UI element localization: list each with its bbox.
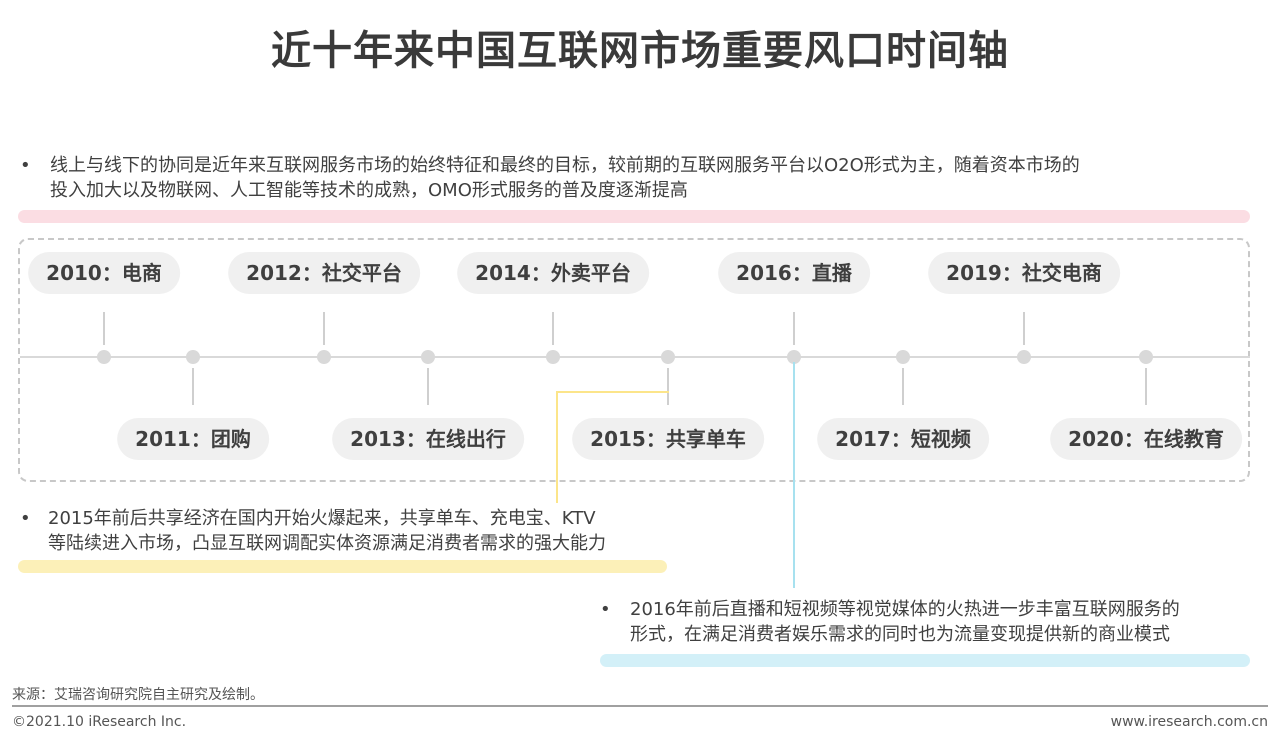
footer-divider [12, 705, 1268, 707]
timeline-stem [667, 368, 669, 405]
timeline-stem [1023, 312, 1025, 345]
milestone-label: 2020：在线教育 [1050, 418, 1242, 460]
timeline-dot [97, 350, 111, 364]
timeline-dot [186, 350, 200, 364]
pink-highlight-bar [18, 210, 1250, 223]
timeline-stem [902, 368, 904, 405]
website-link[interactable]: www.iresearch.com.cn [1110, 714, 1268, 730]
timeline-stem [323, 312, 325, 345]
bullet: • [600, 599, 611, 620]
note-2016-line-1: 2016年前后直播和短视频等视觉媒体的火热进一步丰富互联网服务的 [630, 599, 1180, 620]
milestone-label: 2011：团购 [117, 418, 269, 460]
timeline-dot [661, 350, 675, 364]
timeline-dot [421, 350, 435, 364]
blue-highlight-bar [600, 654, 1250, 667]
timeline-stem [793, 312, 795, 345]
note-2016: • 2016年前后直播和短视频等视觉媒体的火热进一步丰富互联网服务的 形式，在满… [600, 597, 1180, 647]
timeline-dot [546, 350, 560, 364]
connector-2016 [793, 362, 795, 588]
timeline-axis [20, 356, 1250, 358]
timeline-dot [317, 350, 331, 364]
timeline-dot [896, 350, 910, 364]
timeline-stem [103, 312, 105, 345]
bullet: • [20, 155, 31, 176]
note-2015-line-2: 等陆续进入市场，凸显互联网调配实体资源满足消费者需求的强大能力 [48, 533, 606, 554]
timeline-stem [552, 312, 554, 345]
timeline-dot [787, 350, 801, 364]
milestone-label: 2012：社交平台 [228, 252, 420, 294]
note-2016-line-2: 形式，在满足消费者娱乐需求的同时也为流量变现提供新的商业模式 [630, 624, 1170, 645]
page-title: 近十年来中国互联网市场重要风口时间轴 [271, 28, 1009, 74]
milestone-label: 2016：直播 [718, 252, 870, 294]
connector-2015-v [556, 391, 558, 503]
note-2015: • 2015年前后共享经济在国内开始火爆起来，共享单车、充电宝、KTV 等陆续进… [20, 506, 606, 556]
bullet: • [20, 508, 31, 529]
timeline-dot [1017, 350, 1031, 364]
milestone-label: 2014：外卖平台 [457, 252, 649, 294]
source-note: 来源：艾瑞咨询研究院自主研究及绘制。 [12, 687, 264, 703]
intro-note: • 线上与线下的协同是近年来互联网服务市场的始终特征和最终的目标，较前期的互联网… [20, 153, 1080, 203]
timeline-stem [427, 368, 429, 405]
timeline-stem [192, 368, 194, 405]
milestone-label: 2010：电商 [28, 252, 180, 294]
timeline-frame [18, 238, 1250, 482]
intro-line-2: 投入加大以及物联网、人工智能等技术的成熟，OMO形式服务的普及度逐渐提高 [50, 180, 688, 201]
milestone-label: 2013：在线出行 [332, 418, 524, 460]
copyright: ©2021.10 iResearch Inc. [12, 714, 187, 730]
yellow-highlight-bar [18, 560, 667, 573]
connector-2015-h [556, 391, 669, 393]
timeline-dot [1139, 350, 1153, 364]
milestone-label: 2017：短视频 [817, 418, 989, 460]
timeline-stem [1145, 368, 1147, 405]
milestone-label: 2019：社交电商 [928, 252, 1120, 294]
note-2015-line-1: 2015年前后共享经济在国内开始火爆起来，共享单车、充电宝、KTV [48, 508, 596, 529]
intro-line-1: 线上与线下的协同是近年来互联网服务市场的始终特征和最终的目标，较前期的互联网服务… [50, 155, 1080, 176]
milestone-label: 2015：共享单车 [572, 418, 764, 460]
